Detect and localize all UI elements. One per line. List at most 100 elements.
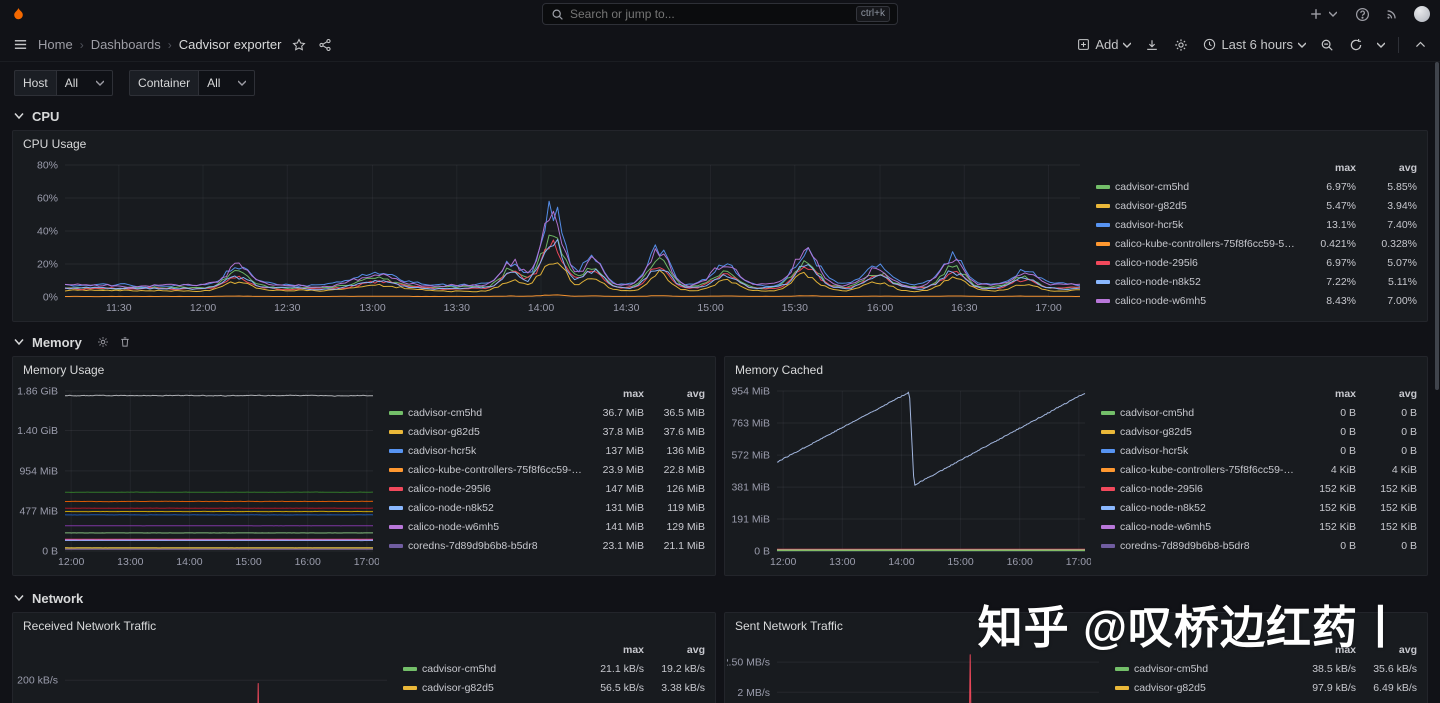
legend-row[interactable]: coredns-7d89d9b6b8-b5dr8 23.1 MiB 21.1 MiB [389, 536, 705, 555]
row-settings-gear-icon[interactable] [96, 335, 110, 349]
series-name[interactable]: calico-node-n8k52 [1120, 501, 1206, 514]
memory-cached-chart[interactable]: 954 MiB 763 MiB 572 MiB 381 MiB 191 MiB 0 B 12… [727, 383, 1091, 569]
user-avatar[interactable] [1414, 6, 1430, 22]
legend-sort-avg[interactable]: avg [686, 387, 705, 400]
legend-sort-max[interactable]: max [1334, 643, 1356, 656]
legend-row[interactable]: calico-node-295l6 147 MiB 126 MiB [389, 479, 705, 498]
series-name[interactable]: calico-node-w6mh5 [1115, 294, 1207, 307]
panel-title-memory-usage[interactable]: Memory Usage [13, 357, 715, 383]
menu-icon[interactable] [12, 37, 28, 53]
series-name[interactable]: cadvisor-g82d5 [422, 681, 494, 694]
search-input[interactable] [570, 7, 850, 21]
series-name[interactable]: coredns-7d89d9b6b8-b5dr8 [1120, 539, 1250, 552]
legend-row[interactable]: cadvisor-hcr5k 137 MiB 136 MiB [389, 441, 705, 460]
series-name[interactable]: cadvisor-g82d5 [1120, 425, 1192, 438]
zoom-out-icon[interactable] [1319, 37, 1335, 53]
refresh-icon[interactable] [1348, 37, 1364, 53]
legend-row[interactable]: cadvisor-cm5hd 6.97% 5.85% [1096, 177, 1417, 196]
series-name[interactable]: cadvisor-cm5hd [408, 406, 483, 419]
panel-title-received-network[interactable]: Received Network Traffic [13, 613, 715, 639]
legend-row[interactable]: calico-node-295l6 6.97% 5.07% [1096, 253, 1417, 272]
cpu-usage-chart[interactable]: 80% 60% 40% 20% 0% 11:30 12:00 12:30 13:00 13:30 1… [15, 157, 1086, 315]
series-name[interactable]: calico-node-n8k52 [1115, 275, 1201, 288]
panel-title-memory-cached[interactable]: Memory Cached [725, 357, 1427, 383]
legend-sort-avg[interactable]: avg [686, 643, 705, 656]
legend-row[interactable]: cadvisor-g82d5 97.9 kB/s 6.49 kB/s [1115, 678, 1417, 697]
help-icon[interactable] [1354, 6, 1370, 22]
series-name[interactable]: cadvisor-hcr5k [1120, 444, 1189, 457]
favorite-star-icon[interactable] [291, 37, 307, 53]
share-icon[interactable] [317, 37, 333, 53]
series-name[interactable]: calico-node-w6mh5 [408, 520, 500, 533]
series-name[interactable]: cadvisor-hcr5k [1115, 218, 1184, 231]
series-name[interactable]: cadvisor-cm5hd [1115, 180, 1190, 193]
save-dashboard-icon[interactable] [1144, 37, 1160, 53]
chart-canvas[interactable]: 2.50 MB/s 2 MB/s [727, 639, 1105, 703]
legend-sort-avg[interactable]: avg [1398, 387, 1417, 400]
legend-row[interactable]: cadvisor-cm5hd 36.7 MiB 36.5 MiB [389, 403, 705, 422]
series-name[interactable]: cadvisor-g82d5 [1134, 681, 1206, 694]
legend-row[interactable]: calico-node-n8k52 7.22% 5.11% [1096, 272, 1417, 291]
legend-sort-max[interactable]: max [622, 387, 644, 400]
news-rss-icon[interactable] [1384, 6, 1400, 22]
series-name[interactable]: calico-node-n8k52 [408, 501, 494, 514]
legend-row[interactable]: cadvisor-cm5hd 0 B 0 B [1101, 403, 1417, 422]
row-header-memory[interactable]: Memory [12, 330, 1428, 354]
variable-container[interactable]: Container All [129, 70, 256, 96]
legend-row[interactable]: cadvisor-g82d5 56.5 kB/s 3.38 kB/s [403, 678, 705, 697]
legend-sort-avg[interactable]: avg [1398, 161, 1417, 174]
series-name[interactable]: cadvisor-cm5hd [1120, 406, 1195, 419]
variable-host[interactable]: Host All [14, 70, 114, 96]
series-name[interactable]: calico-kube-controllers-75f8f6cc59-5c6zz [1120, 463, 1295, 476]
legend-row[interactable]: cadvisor-hcr5k 13.1% 7.40% [1096, 215, 1417, 234]
variable-host-dropdown[interactable]: All [56, 70, 114, 96]
add-button[interactable]: Add [1076, 37, 1132, 52]
row-delete-trash-icon[interactable] [118, 335, 132, 349]
series-name[interactable]: cadvisor-g82d5 [408, 425, 480, 438]
breadcrumb-home[interactable]: Home [38, 37, 73, 52]
legend-row[interactable]: calico-node-w6mh5 152 KiB 152 KiB [1101, 517, 1417, 536]
legend-row[interactable]: calico-node-w6mh5 8.43% 7.00% [1096, 291, 1417, 310]
series-name[interactable]: calico-kube-controllers-75f8f6cc59-5c6zz [1115, 237, 1295, 250]
chart-canvas[interactable]: 954 MiB 763 MiB 572 MiB 381 MiB 191 MiB 0 B12… [727, 383, 1091, 569]
dashboard-settings-gear-icon[interactable] [1173, 37, 1189, 53]
new-menu-button[interactable] [1308, 6, 1340, 22]
memory-usage-chart[interactable]: 1.86 GiB 1.40 GiB 954 MiB 477 MiB 0 B 12:00 13… [15, 383, 379, 569]
panel-title-cpu-usage[interactable]: CPU Usage [13, 131, 1427, 157]
legend-row[interactable]: cadvisor-hcr5k 0 B 0 B [1101, 441, 1417, 460]
breadcrumb-dashboards[interactable]: Dashboards [90, 37, 161, 52]
legend-row[interactable]: calico-kube-controllers-75f8f6cc59-5c6zz… [1101, 460, 1417, 479]
legend-row[interactable]: calico-node-w6mh5 141 MiB 129 MiB [389, 517, 705, 536]
chart-canvas[interactable]: 80% 60% 40% 20% 0% 11:30 12:00 12:30 13:00 13:30 1… [15, 157, 1086, 315]
legend-sort-max[interactable]: max [1334, 161, 1356, 174]
series-name[interactable]: coredns-7d89d9b6b8-b5dr8 [408, 539, 538, 552]
legend-row[interactable]: cadvisor-g82d5 5.47% 3.94% [1096, 196, 1417, 215]
series-name[interactable]: calico-node-295l6 [408, 482, 491, 495]
row-header-network[interactable]: Network [12, 586, 1428, 610]
time-range-picker[interactable]: Last 6 hours [1202, 37, 1306, 52]
legend-sort-max[interactable]: max [1334, 387, 1356, 400]
legend-row[interactable]: calico-node-295l6 152 KiB 152 KiB [1101, 479, 1417, 498]
legend-row[interactable]: calico-node-n8k52 152 KiB 152 KiB [1101, 498, 1417, 517]
chart-canvas[interactable]: 1.86 GiB 1.40 GiB 954 MiB 477 MiB 0 B12:00 13… [15, 383, 379, 569]
legend-row[interactable]: cadvisor-g82d5 37.8 MiB 37.6 MiB [389, 422, 705, 441]
legend-row[interactable]: calico-kube-controllers-75f8f6cc59-5c6zz… [1096, 234, 1417, 253]
received-network-chart[interactable]: 200 kB/s150 kB/s [15, 639, 393, 703]
collapse-toolbar-chevron-up-icon[interactable] [1412, 37, 1428, 53]
series-name[interactable]: calico-node-295l6 [1120, 482, 1203, 495]
legend-sort-max[interactable]: max [622, 643, 644, 656]
legend-row[interactable]: cadvisor-cm5hd 21.1 kB/s 19.2 kB/s [403, 659, 705, 678]
sent-network-chart[interactable]: 2.50 MB/s 2 MB/s [727, 639, 1105, 703]
panel-title-sent-network[interactable]: Sent Network Traffic [725, 613, 1427, 639]
legend-row[interactable]: cadvisor-cm5hd 38.5 kB/s 35.6 kB/s [1115, 659, 1417, 678]
series-name[interactable]: cadvisor-g82d5 [1115, 199, 1187, 212]
scrollbar-thumb[interactable] [1435, 62, 1439, 390]
legend-row[interactable]: calico-node-n8k52 131 MiB 119 MiB [389, 498, 705, 517]
series-name[interactable]: calico-node-295l6 [1115, 256, 1198, 269]
refresh-interval-caret-icon[interactable] [1377, 42, 1385, 48]
series-name[interactable]: calico-node-w6mh5 [1120, 520, 1212, 533]
grafana-logo-icon[interactable] [10, 6, 26, 22]
legend-row[interactable]: calico-kube-controllers-75f8f6cc59-5c6zz… [389, 460, 705, 479]
legend-row[interactable]: coredns-7d89d9b6b8-b5dr8 0 B 0 B [1101, 536, 1417, 555]
legend-row[interactable]: cadvisor-g82d5 0 B 0 B [1101, 422, 1417, 441]
